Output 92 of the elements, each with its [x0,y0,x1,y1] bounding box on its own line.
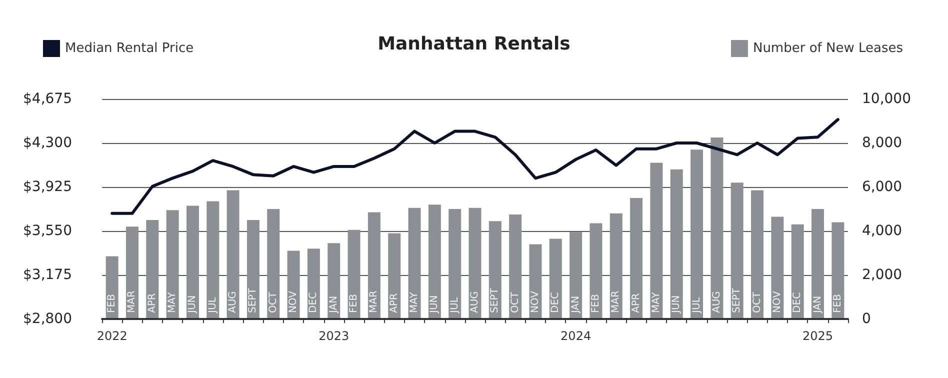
bar [408,208,421,319]
x-tick-label: NOV [772,290,783,313]
x-tick-label: NOV [530,290,541,313]
bar [751,190,764,319]
x-tick-label: MAR [368,290,380,313]
bar [328,243,340,319]
x-tick-label: JUN [187,295,198,314]
bar [388,233,401,319]
x-tick-label: OCT [510,291,521,313]
bar [650,162,663,319]
y2-tick-label: 8,000 [862,135,902,151]
x-tick-label: MAY [409,291,420,313]
text: 2022 [96,329,128,343]
y-tick-label: $3,550 [23,223,72,239]
x-tick-label: DEC [550,292,562,313]
chart-title: Manhattan Rentals [378,34,570,54]
x-tick-label: SEPT [732,287,743,313]
bar [630,198,643,319]
y-tick-label: $3,925 [23,179,72,195]
x-tick-label: APR [388,293,400,313]
bar [529,244,542,319]
x-tick-label: JUN [429,295,440,314]
x-tick-label: JUL [449,296,460,314]
y-tick-label: $4,300 [23,135,72,151]
x-tick-label: MAR [610,290,622,313]
y2-tick-label: 2,000 [862,267,902,283]
bar [570,232,582,319]
x-tick-label: JAN [570,296,582,314]
x-tick-label: APR [630,293,642,313]
bar [428,204,441,319]
x-tick-label: APR [146,293,158,313]
bar [206,201,220,319]
y-tick-label: $4,675 [23,91,72,107]
x-tick-label: JAN [812,296,824,314]
y2-tick-label: 10,000 [862,91,911,107]
x-tick-label: AUG [711,291,722,313]
x-tick-label: JAN [328,296,340,314]
legend-label: Median Rental Price [65,41,194,56]
bar [730,182,744,319]
bar [610,213,622,319]
bar [166,210,179,319]
legend-label: Number of New Leases [752,41,904,56]
line-series [110,118,840,215]
bar [126,226,138,319]
x-tick-label: JUL [691,296,702,314]
x-tick-label: OCT [752,291,763,313]
x-tick-label: FEB [832,294,844,313]
x-tick-label: JUN [671,295,682,314]
bar [186,206,199,319]
x-tick-label: MAY [167,291,178,313]
bar [267,209,280,319]
bar [348,230,360,319]
bar [710,138,724,319]
x-tick-label: SEPT [490,287,501,313]
y2-tick-label: 4,000 [862,223,902,239]
text: 2023 [318,329,350,343]
bar [468,208,482,319]
y-tick-label: $3,175 [23,267,72,283]
bar [488,221,502,319]
x-tick-label: FEB [590,294,602,313]
x-tick-label: AUG [470,291,480,313]
x-tick-label: DEC [792,292,804,313]
x-tick-label: FEB [106,294,118,313]
x-tick-label: FEB [348,294,360,313]
x-tick-label: NOV [288,290,300,313]
bar [368,212,380,319]
text: 2025 [802,329,834,343]
y2-tick-label: 0 [862,311,871,327]
bar [307,248,320,319]
x-tick-label: DEC [308,292,320,313]
bar [791,224,804,319]
bar [246,220,260,319]
bar [448,209,462,319]
x-tick-label: MAR [126,290,138,313]
bar [690,150,704,319]
bar [832,222,844,319]
bar [771,216,784,319]
y2-tick-label: 6,000 [862,179,902,195]
bar [670,169,683,319]
x-tick-label: OCT [268,291,279,313]
x-tick-label: JUL [207,296,218,314]
y-tick-label: $2,800 [23,311,72,327]
x-tick-label: MAY [650,291,662,313]
x-tick-label: AUG [228,291,239,313]
bar [812,209,824,319]
bar [146,220,159,319]
text: 2024 [560,329,592,343]
x-tick-label: SEPT [248,287,259,313]
bar [509,214,522,319]
bar [549,238,562,319]
bar [226,190,240,319]
bar [590,223,602,319]
